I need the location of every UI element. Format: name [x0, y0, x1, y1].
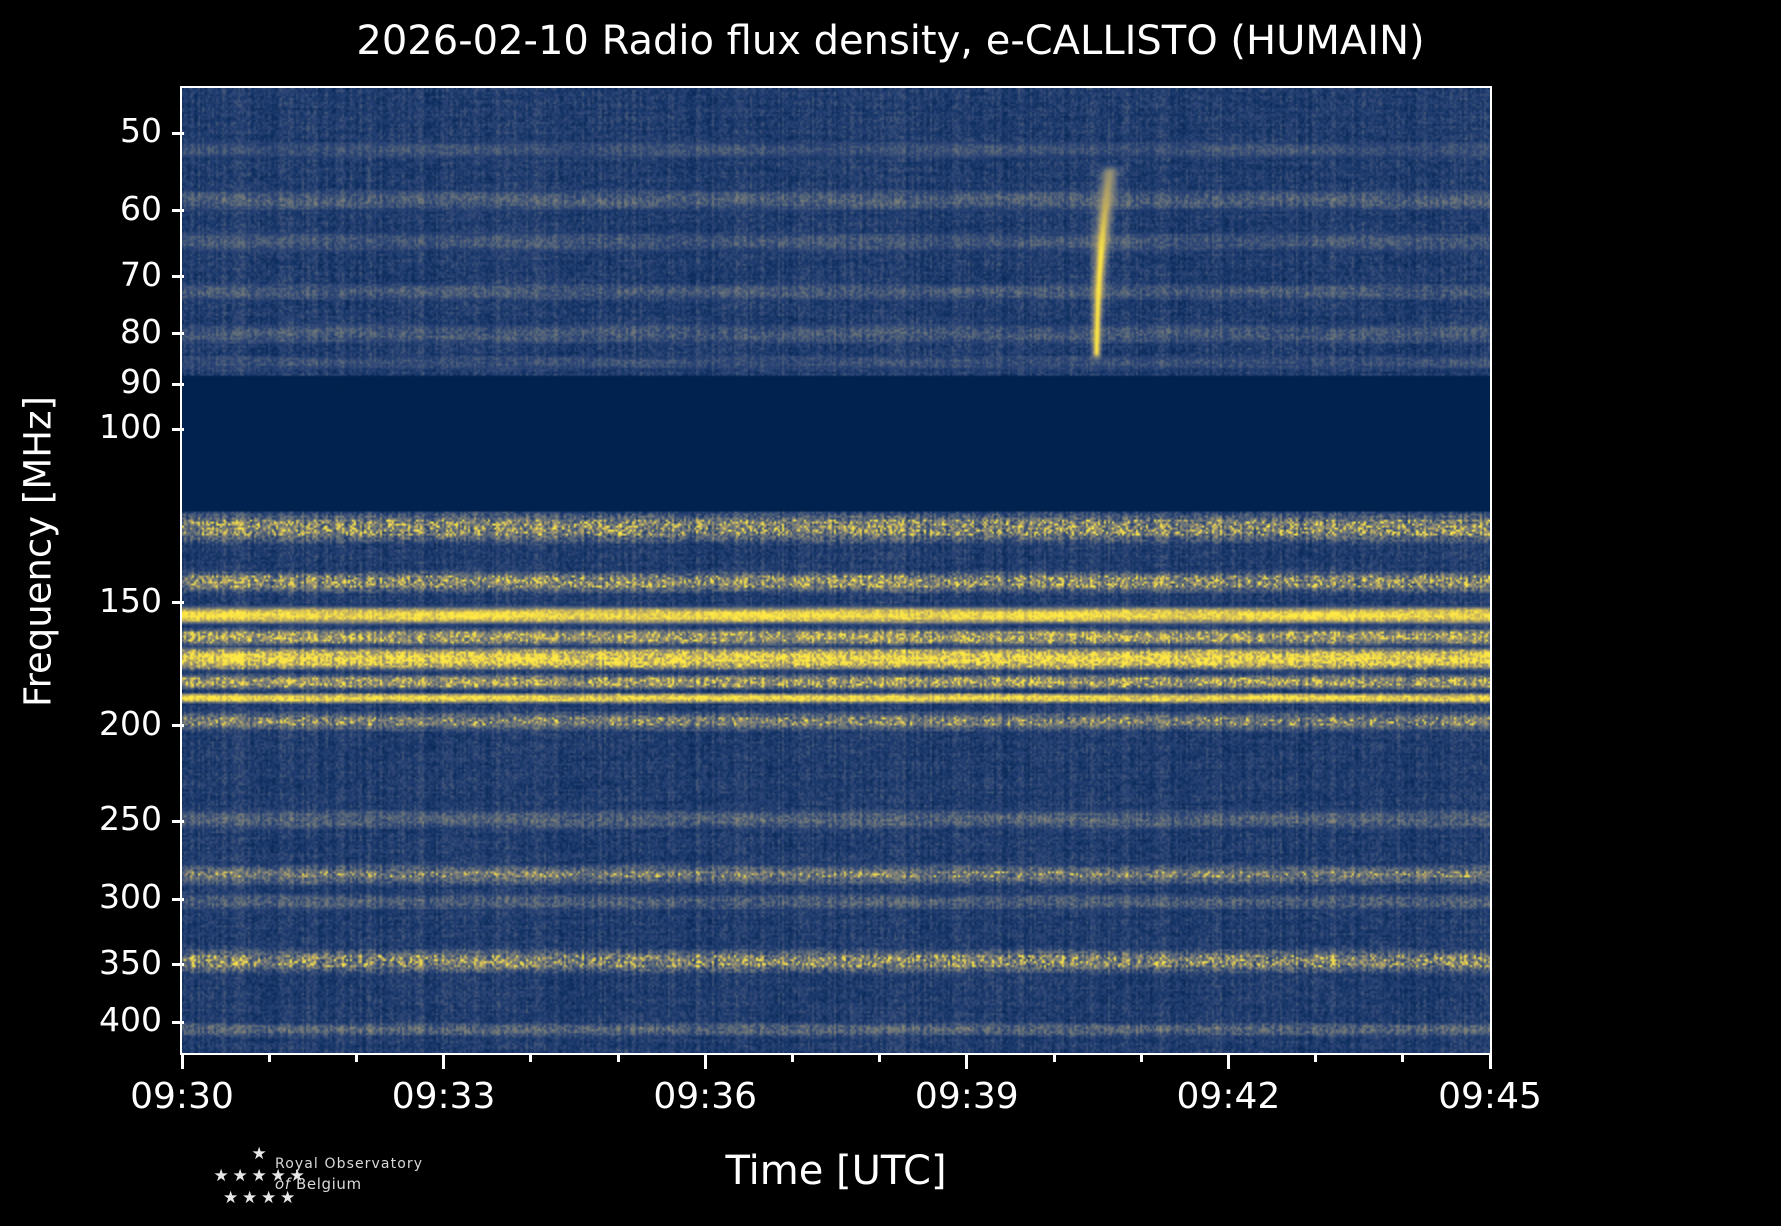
y-tick-label: 250: [99, 799, 162, 839]
x-tick-mark-minor: [1052, 1053, 1056, 1062]
x-tick-mark-minor: [267, 1053, 271, 1062]
logo-line-1: Royal Observatory: [275, 1156, 424, 1172]
y-axis-label: Frequency [MHz]: [16, 396, 60, 707]
x-tick-mark-major: [965, 1053, 969, 1069]
y-tick-label: 80: [120, 311, 162, 351]
y-tick-mark: [172, 275, 184, 279]
x-tick-mark-major: [442, 1053, 446, 1069]
x-tick-label: 09:42: [1176, 1076, 1281, 1117]
y-tick-label: 400: [99, 1000, 162, 1040]
y-tick-mark: [172, 601, 184, 605]
y-tick-mark: [172, 209, 184, 213]
logo-line-2: of Belgium: [275, 1175, 485, 1193]
x-tick-label: 09:30: [130, 1076, 234, 1117]
x-tick-label: 09:45: [1438, 1076, 1542, 1117]
spectrogram-plot-area[interactable]: [182, 88, 1490, 1053]
star-icon: ★: [261, 1188, 277, 1208]
y-tick-mark: [172, 1020, 184, 1024]
logo-stars-icon: ★ ★ ★ ★ ★ ★ ★ ★ ★ ★: [183, 1146, 338, 1208]
y-tick-mark: [172, 819, 184, 823]
star-icon: ★: [251, 1166, 267, 1186]
x-tick-mark-minor: [529, 1053, 533, 1062]
star-icon: ★: [270, 1166, 286, 1186]
y-tick-label: 90: [120, 362, 162, 402]
x-tick-label: 09:33: [391, 1076, 496, 1117]
y-tick-mark: [172, 332, 184, 336]
logo-of-word: of: [275, 1175, 291, 1193]
x-tick-label: 09:39: [914, 1076, 1019, 1117]
y-tick-mark: [172, 427, 184, 431]
star-icon: ★: [213, 1166, 229, 1186]
y-tick-mark: [172, 963, 184, 967]
y-tick-label: 150: [99, 580, 162, 620]
star-icon: ★: [232, 1166, 248, 1186]
y-tick-label: 300: [99, 877, 162, 917]
x-tick-mark-minor: [1401, 1053, 1405, 1062]
x-tick-mark-major: [703, 1053, 707, 1069]
y-tick-mark: [172, 382, 184, 386]
x-tick-mark-minor: [616, 1053, 620, 1062]
x-tick-mark-major: [1226, 1053, 1230, 1069]
logo-country: Belgium: [296, 1175, 362, 1193]
y-tick-label: 200: [99, 703, 162, 743]
royal-observatory-logo: ★ ★ ★ ★ ★ ★ ★ ★ ★ ★ Royal Observatory of Belgium: [183, 1146, 483, 1214]
x-tick-label: 09:36: [653, 1076, 758, 1117]
x-tick-mark-major: [1488, 1053, 1492, 1069]
star-icon: ★: [251, 1144, 267, 1164]
y-tick-label: 50: [120, 111, 162, 151]
page-title: 2026-02-10 Radio flux density, e-CALLIST…: [356, 18, 1425, 64]
star-icon: ★: [242, 1188, 258, 1208]
y-tick-mark: [172, 897, 184, 901]
star-icon: ★: [280, 1188, 296, 1208]
spectrogram-image: [182, 88, 1490, 1053]
y-tick-label: 350: [99, 942, 162, 982]
x-tick-mark-minor: [1314, 1053, 1318, 1062]
x-axis-label: Time [UTC]: [725, 1148, 947, 1194]
x-tick-mark-minor: [878, 1053, 882, 1062]
logo-text: Royal Observatory of Belgium: [275, 1156, 485, 1193]
x-tick-mark-minor: [1139, 1053, 1143, 1062]
star-icon: ★: [289, 1166, 305, 1186]
y-tick-label: 70: [120, 254, 162, 294]
x-tick-mark-minor: [354, 1053, 358, 1062]
y-tick-label: 100: [99, 407, 162, 447]
star-icon: ★: [223, 1188, 239, 1208]
y-tick-mark: [172, 724, 184, 728]
y-tick-label: 60: [120, 188, 162, 228]
x-tick-mark-minor: [790, 1053, 794, 1062]
x-tick-mark-major: [180, 1053, 184, 1069]
y-tick-mark: [172, 131, 184, 135]
